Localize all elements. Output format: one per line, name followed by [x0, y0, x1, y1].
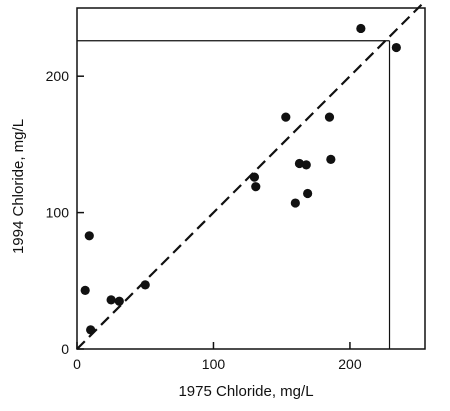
data-point [80, 285, 90, 295]
data-point [281, 112, 291, 122]
y-tick-label: 0 [61, 341, 69, 357]
data-point [86, 325, 96, 335]
x-tick-label: 200 [338, 356, 362, 372]
x-tick-label: 100 [202, 356, 226, 372]
y-axis-label: 1994 Chloride, mg/L [10, 119, 27, 254]
reference-box [77, 40, 391, 349]
y-axis-ticks: 0 100 200 [46, 68, 84, 357]
y-tick-label: 200 [46, 68, 70, 84]
data-point [301, 160, 311, 170]
x-axis-label: 1975 Chloride, mg/L [178, 383, 313, 400]
x-tick-label: 0 [73, 356, 81, 372]
plot-frame [76, 7, 426, 350]
data-points [80, 23, 401, 335]
plot-area [76, 7, 426, 350]
data-point [356, 23, 366, 34]
data-point [324, 112, 335, 122]
data-point [114, 296, 124, 306]
x-axis-ticks: 0 100 200 [73, 342, 362, 372]
y-tick-label: 100 [46, 205, 70, 221]
data-point [106, 295, 116, 305]
data-point [326, 154, 336, 165]
data-point [391, 42, 401, 53]
data-point [249, 172, 260, 182]
data-point [290, 198, 300, 208]
data-point [303, 188, 313, 199]
data-point [251, 182, 261, 192]
data-point [84, 231, 94, 241]
data-point [140, 280, 150, 290]
data-point [294, 158, 305, 169]
